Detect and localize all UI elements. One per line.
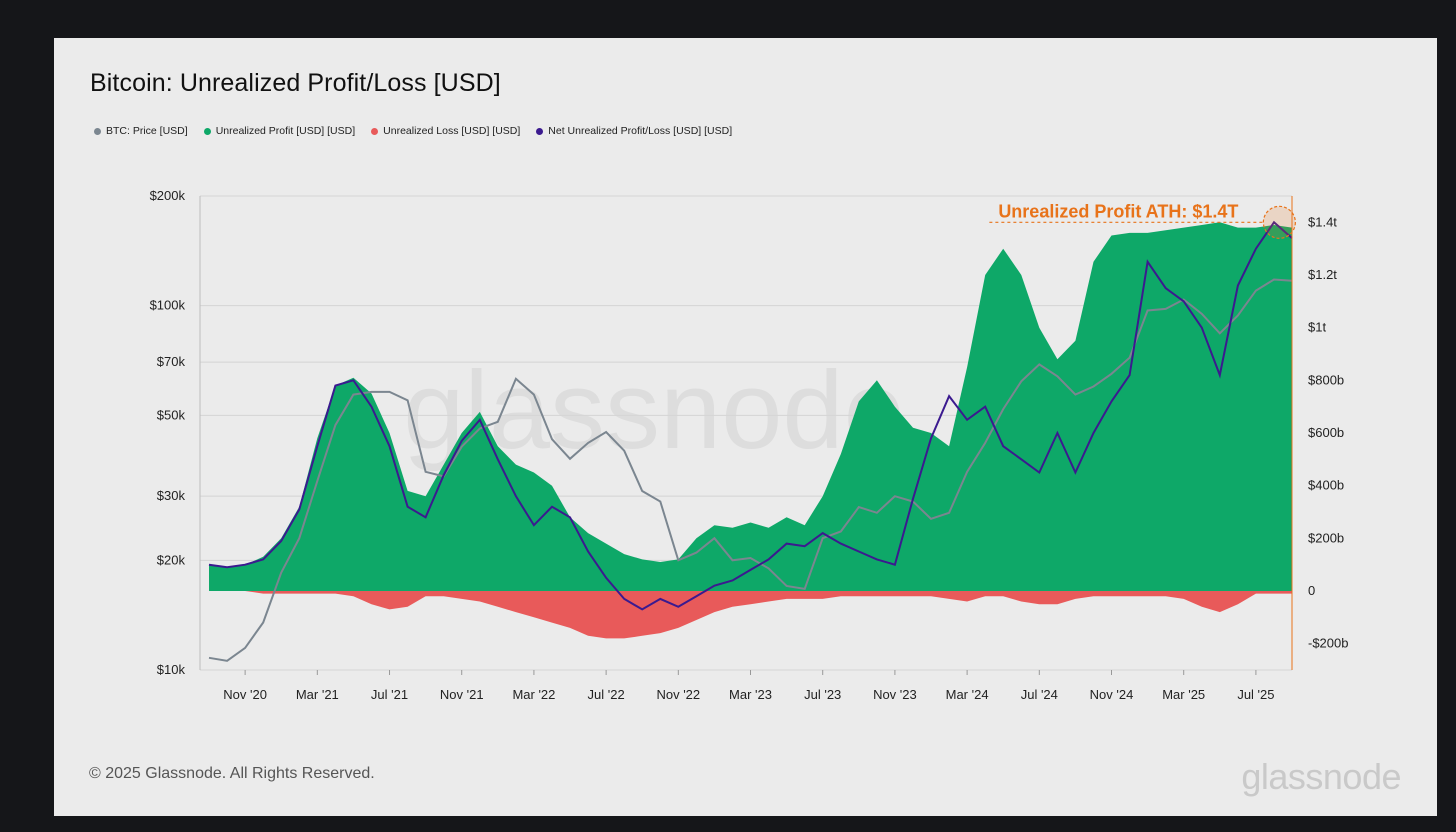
x-tick-label: Nov '24 <box>1090 687 1134 702</box>
glassnode-logo: glassnode <box>1241 756 1401 797</box>
y-left-tick-label: $70k <box>157 354 186 369</box>
y-left-tick-label: $20k <box>157 552 186 567</box>
x-tick-label: Mar '22 <box>512 687 555 702</box>
x-tick-label: Mar '21 <box>296 687 339 702</box>
legend-dot-unrealized-loss <box>371 127 379 135</box>
unrealized-loss-area <box>209 591 1292 639</box>
x-tick-label: Jul '23 <box>804 687 841 702</box>
y-right-tick-label: $600b <box>1308 425 1344 440</box>
axes: $10k $20k $30k $50k $70k $100k $200k -$200b 0 $20… <box>150 188 1349 702</box>
y-right-tick-label: $200b <box>1308 530 1344 545</box>
legend-dot-price <box>94 127 101 135</box>
line-series <box>208 220 1293 662</box>
y-left-tick-label: $100k <box>150 298 186 313</box>
x-tick-label: Nov '23 <box>873 687 917 702</box>
y-left-tick-label: $10k <box>157 662 186 677</box>
ath-label: Unrealized Profit ATH: $1.4T <box>998 201 1238 221</box>
chart-plot: glassnode $10k$20k$30k$50k$70k$100k$200k… <box>150 188 1349 702</box>
copyright-footer: © 2025 Glassnode. All Rights Reserved. <box>89 765 375 782</box>
legend-dot-unrealized-profit <box>203 127 211 135</box>
net-unrealized-line <box>208 220 1293 611</box>
legend-item-price[interactable]: BTC: Price [USD] <box>94 125 188 137</box>
legend-item-unrealized-profit[interactable]: Unrealized Profit [USD] [USD] <box>203 125 356 137</box>
area-series <box>209 222 1292 639</box>
x-tick-label: Mar '23 <box>729 687 772 702</box>
x-tick-label: Jul '22 <box>588 687 625 702</box>
legend-item-net-unrealized[interactable]: Net Unrealized Profit/Loss [USD] [USD] <box>536 125 732 137</box>
x-tick-label: Nov '21 <box>440 687 484 702</box>
y-left-tick-label: $200k <box>150 188 186 203</box>
y-right-tick-label: $1.4t <box>1308 214 1337 229</box>
x-tick-label: Mar '24 <box>946 687 989 702</box>
legend-label-unrealized-profit: Unrealized Profit [USD] [USD] <box>215 125 356 137</box>
x-tick-label: Nov '20 <box>223 687 267 702</box>
legend: BTC: Price [USD] Unrealized Profit [USD]… <box>94 125 732 137</box>
legend-label-unrealized-loss: Unrealized Loss [USD] [USD] <box>383 125 521 137</box>
legend-item-unrealized-loss[interactable]: Unrealized Loss [USD] [USD] <box>371 125 520 137</box>
x-tick-label: Jul '25 <box>1237 687 1274 702</box>
chart-title: Bitcoin: Unrealized Profit/Loss [USD] <box>90 69 501 97</box>
y-right-tick-label: -$200b <box>1308 636 1348 651</box>
y-left-tick-label: $50k <box>157 407 186 422</box>
legend-dot-net-unrealized <box>536 127 544 135</box>
y-right-tick-label: $800b <box>1308 372 1344 387</box>
ath-annotation: Unrealized Profit ATH: $1.4T <box>989 201 1296 239</box>
y-right-tick-label: $1.2t <box>1308 267 1337 282</box>
x-tick-label: Nov '22 <box>656 687 700 702</box>
chart-card: Bitcoin: Unrealized Profit/Loss [USD] BT… <box>54 38 1437 816</box>
legend-label-price: BTC: Price [USD] <box>106 125 188 137</box>
unrealized-profit-area <box>209 222 1292 592</box>
y-right-tick-label: $400b <box>1308 478 1344 493</box>
y-right-tick-label: $1t <box>1308 320 1326 335</box>
x-tick-label: Jul '24 <box>1021 687 1058 702</box>
btc-price-line <box>208 278 1293 662</box>
legend-label-net-unrealized: Net Unrealized Profit/Loss [USD] [USD] <box>548 125 733 137</box>
ath-marker-circle <box>1262 205 1296 239</box>
x-tick-label: Jul '21 <box>371 687 408 702</box>
x-tick-label: Mar '25 <box>1162 687 1205 702</box>
y-left-tick-label: $30k <box>157 488 186 503</box>
y-right-tick-label: 0 <box>1308 583 1315 598</box>
